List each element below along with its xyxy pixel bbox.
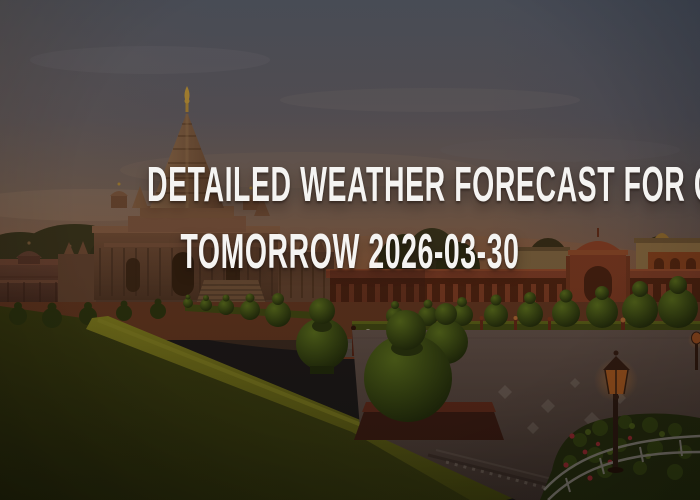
foreground-topiaries bbox=[296, 298, 504, 440]
lawn-topiary-balls bbox=[9, 298, 166, 328]
temple-arch bbox=[126, 258, 140, 292]
temple-main-arch bbox=[172, 252, 194, 296]
cloud bbox=[280, 88, 580, 112]
side-chhatri bbox=[110, 191, 128, 196]
temple-left-wing bbox=[58, 254, 96, 302]
lantern-lamp-post bbox=[594, 350, 638, 473]
golden-finial bbox=[184, 86, 190, 112]
banner-title: DETAILED WEATHER FORECAST FOR GUJARAT TO… bbox=[0, 152, 700, 286]
giant-topiary bbox=[364, 334, 452, 422]
bright-hedge bbox=[86, 316, 522, 500]
lawn bbox=[0, 306, 500, 500]
metal-railing bbox=[543, 434, 700, 500]
cloud bbox=[440, 138, 680, 162]
far-hedge-strip bbox=[352, 322, 700, 332]
temple-spire bbox=[150, 112, 224, 208]
dusk-sky bbox=[0, 0, 700, 355]
temple bbox=[58, 86, 334, 306]
cloud bbox=[30, 46, 270, 74]
side-chhatri bbox=[242, 195, 260, 200]
flower-shrub-bed bbox=[540, 413, 700, 500]
banner-title-line2: TOMORROW 2026-03-30 bbox=[180, 225, 520, 279]
small-lamp-post bbox=[688, 331, 700, 370]
gate-pavilion bbox=[566, 228, 630, 304]
gold-dome bbox=[655, 233, 669, 238]
banner-title-line1: DETAILED WEATHER FORECAST FOR GUJARAT bbox=[147, 158, 700, 212]
mid-topiary-row bbox=[183, 293, 291, 327]
